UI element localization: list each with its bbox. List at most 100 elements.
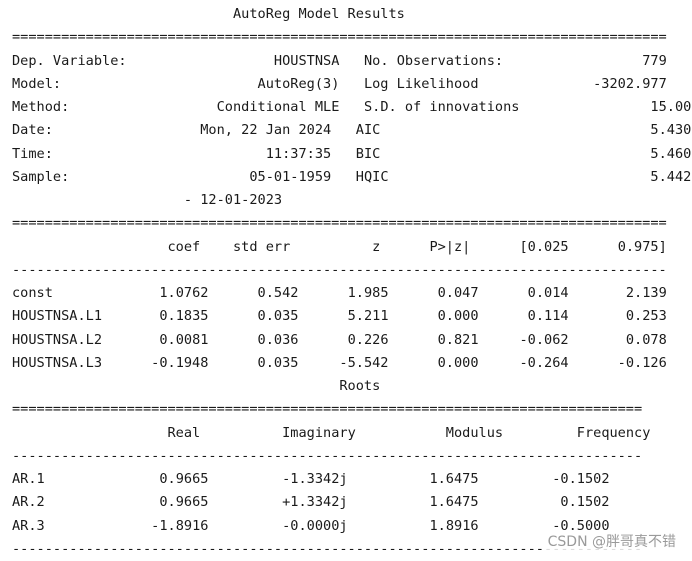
roots-row: AR.1 0.9665 -1.3342j 1.6475 -0.1502 <box>12 471 610 487</box>
roots-header-row: Real Imaginary Modulus Frequency <box>12 424 651 441</box>
coef-value: 0.1835 <box>159 308 209 325</box>
model-summary-output: AutoReg Model Results ==================… <box>12 3 692 561</box>
roots-value: 0.9665 <box>159 471 209 487</box>
roots-top-rule: ========================================… <box>12 401 643 418</box>
coef-value: 0.000 <box>437 308 479 325</box>
coef-value: -0.062 <box>519 331 569 348</box>
roots-value: -0.1502 <box>552 471 610 487</box>
roots-value: -1.3342j <box>282 471 348 487</box>
roots-title: Roots <box>12 378 380 394</box>
roots-header: Imaginary <box>282 424 356 441</box>
summary-row: Model: AutoReg(3) Log Likelihood -3202.9… <box>12 76 667 92</box>
summary-value: AutoReg(3) <box>257 75 340 92</box>
roots-header: Frequency <box>576 424 651 441</box>
coef-header: coef <box>167 238 201 255</box>
coef-value: 0.014 <box>527 285 569 301</box>
coef-value: -0.264 <box>519 354 569 371</box>
summary-label: Model: <box>12 75 62 92</box>
roots-title-text: Roots <box>339 378 381 394</box>
watermark: CSDN @胖哥真不错 <box>545 531 678 551</box>
summary-row: Method: Conditional MLE S.D. of innovati… <box>12 99 692 115</box>
roots-value: 1.6475 <box>429 471 479 487</box>
coef-header-rule: ----------------------------------------… <box>12 261 667 278</box>
coef-value: 0.542 <box>257 285 299 301</box>
coef-value: -0.1948 <box>151 354 209 371</box>
coef-value: 0.253 <box>625 308 667 325</box>
coef-header: 0.975] <box>617 238 667 255</box>
coef-value: 2.139 <box>625 285 667 301</box>
summary-row: Time: 11:37:35 BIC 5.460 <box>12 146 691 162</box>
coef-header-row: coef std err z P>|z| [0.025 0.975] <box>12 239 667 255</box>
summary-value2: 5.460 <box>650 145 692 162</box>
coef-value: 0.078 <box>625 331 667 348</box>
summary-value2: 5.442 <box>650 168 692 185</box>
coef-value: 0.035 <box>257 354 299 371</box>
coef-value: 0.000 <box>437 354 479 371</box>
summary-row: - 12-01-2023 <box>12 192 282 208</box>
summary-label2: S.D. of innovations <box>363 99 520 115</box>
roots-header: Real <box>167 424 201 441</box>
coef-value: 0.035 <box>257 308 299 325</box>
coef-value: -0.126 <box>617 354 667 371</box>
summary-label2: HQIC <box>355 168 389 185</box>
coef-value: 0.114 <box>527 308 569 325</box>
roots-value: 0.1502 <box>560 494 610 511</box>
coef-value: 5.211 <box>347 308 389 325</box>
bottom-rule: ----------------------------------------… <box>12 540 643 557</box>
summary-label: Dep. Variable: <box>12 52 127 69</box>
roots-row: AR.2 0.9665 +1.3342j 1.6475 0.1502 <box>12 494 610 510</box>
coef-header: std err <box>233 238 291 255</box>
summary-value2: -3202.977 <box>593 75 667 92</box>
coef-value: 1.0762 <box>159 285 209 301</box>
summary-value: 05-01-1959 <box>249 168 332 185</box>
roots-name: AR.1 <box>12 471 45 487</box>
roots-value: +1.3342j <box>282 494 348 511</box>
coef-top-rule: ========================================… <box>12 215 667 232</box>
roots-value: -0.0000j <box>282 517 348 534</box>
roots-value: -0.5000 <box>552 517 610 534</box>
roots-value: 1.8916 <box>429 517 479 534</box>
summary-value2: 15.008 <box>650 99 692 115</box>
coef-row: HOUSTNSA.L1 0.1835 0.035 5.211 0.000 0.1… <box>12 308 667 324</box>
coef-value: 0.0081 <box>159 331 209 348</box>
roots-row: AR.3 -1.8916 -0.0000j 1.8916 -0.5000 <box>12 518 610 534</box>
coef-row: HOUSTNSA.L3 -0.1948 0.035 -5.542 0.000 -… <box>12 355 667 371</box>
summary-value: Mon, 22 Jan 2024 <box>200 122 332 139</box>
coef-value: 1.985 <box>347 285 389 301</box>
coef-value: 0.036 <box>257 331 299 348</box>
coef-value: 0.047 <box>437 285 479 301</box>
roots-header: Modulus <box>445 424 504 441</box>
summary-label2: BIC <box>355 145 381 162</box>
summary-label: Sample: <box>12 168 70 185</box>
summary-title-text: AutoReg Model Results <box>232 6 405 22</box>
coef-name: HOUSTNSA.L1 <box>12 308 103 325</box>
summary-label: Time: <box>12 145 53 162</box>
summary-row: Date: Mon, 22 Jan 2024 AIC 5.430 <box>12 122 691 138</box>
summary-value: HOUSTNSA <box>273 52 340 69</box>
coef-header: z <box>372 238 381 255</box>
roots-header-rule: ----------------------------------------… <box>12 447 643 464</box>
summary-label2: AIC <box>355 122 381 139</box>
coef-header: P>|z| <box>429 238 471 255</box>
coef-name: HOUSTNSA.L3 <box>12 354 103 371</box>
summary-value: - 12-01-2023 <box>183 192 283 208</box>
coef-value: -5.542 <box>339 354 389 371</box>
roots-value: 0.9665 <box>159 494 209 511</box>
top-rule: ========================================… <box>12 29 667 46</box>
summary-label: Date: <box>12 122 53 139</box>
roots-value: -1.8916 <box>151 517 209 534</box>
coef-row: const 1.0762 0.542 1.985 0.047 0.014 2.1… <box>12 285 667 301</box>
summary-row: Dep. Variable: HOUSTNSA No. Observations… <box>12 53 667 69</box>
summary-value2: 5.430 <box>650 122 692 139</box>
summary-value: 11:37:35 <box>265 145 332 162</box>
coef-name: HOUSTNSA.L2 <box>12 331 103 348</box>
summary-label2: No. Observations: <box>363 52 504 69</box>
summary-title: AutoReg Model Results <box>12 6 405 22</box>
coef-header: [0.025 <box>519 238 569 255</box>
coef-value: 0.821 <box>437 331 479 348</box>
summary-row: Sample: 05-01-1959 HQIC 5.442 <box>12 169 691 185</box>
summary-value: Conditional MLE <box>216 99 340 115</box>
summary-label: Method: <box>12 99 70 115</box>
coef-name: const <box>12 285 53 301</box>
roots-name: AR.3 <box>12 517 45 534</box>
